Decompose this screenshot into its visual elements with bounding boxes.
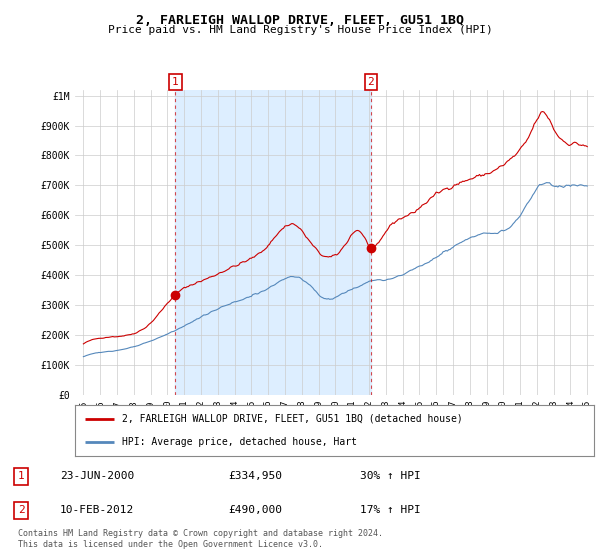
Text: £334,950: £334,950 (228, 471, 282, 481)
Text: £490,000: £490,000 (228, 505, 282, 515)
Text: Price paid vs. HM Land Registry's House Price Index (HPI): Price paid vs. HM Land Registry's House … (107, 25, 493, 35)
Text: 17% ↑ HPI: 17% ↑ HPI (360, 505, 421, 515)
Text: 1: 1 (172, 77, 179, 87)
Text: 2: 2 (367, 77, 374, 87)
Text: 2, FARLEIGH WALLOP DRIVE, FLEET, GU51 1BQ (detached house): 2, FARLEIGH WALLOP DRIVE, FLEET, GU51 1B… (122, 414, 463, 424)
Text: 30% ↑ HPI: 30% ↑ HPI (360, 471, 421, 481)
Text: 10-FEB-2012: 10-FEB-2012 (60, 505, 134, 515)
Text: 23-JUN-2000: 23-JUN-2000 (60, 471, 134, 481)
Text: 1: 1 (17, 471, 25, 481)
Bar (175, 90, 371, 395)
Text: 2, FARLEIGH WALLOP DRIVE, FLEET, GU51 1BQ: 2, FARLEIGH WALLOP DRIVE, FLEET, GU51 1B… (136, 14, 464, 27)
Text: HPI: Average price, detached house, Hart: HPI: Average price, detached house, Hart (122, 437, 357, 447)
Text: 2: 2 (17, 505, 25, 515)
Text: Contains HM Land Registry data © Crown copyright and database right 2024.
This d: Contains HM Land Registry data © Crown c… (18, 529, 383, 549)
